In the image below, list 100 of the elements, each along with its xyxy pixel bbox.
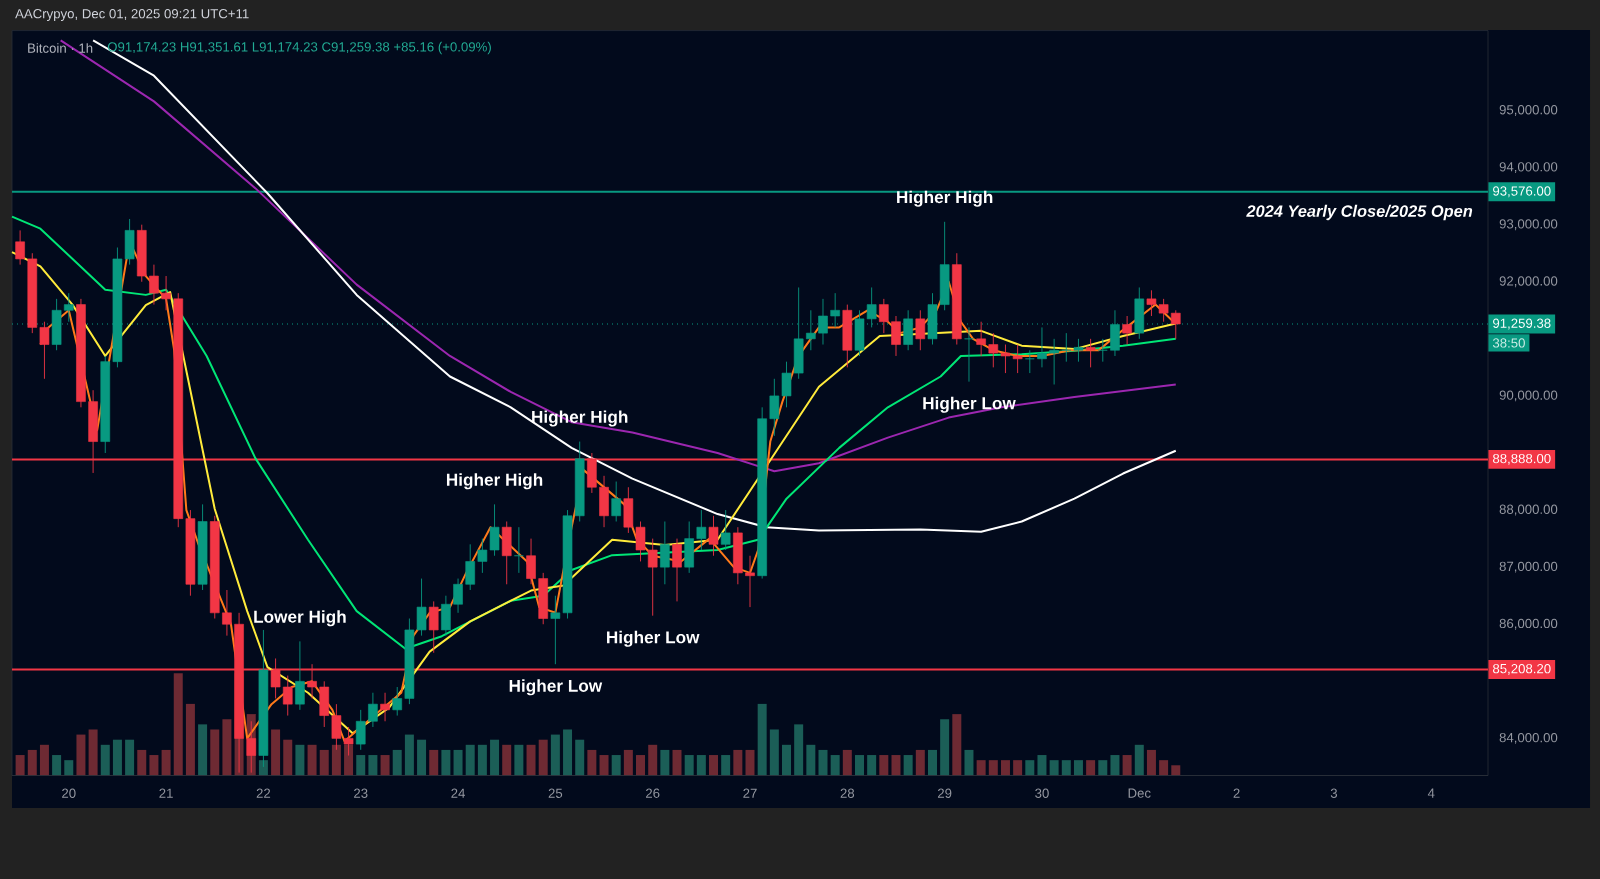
y-tick-label: 93,000.00 bbox=[1499, 219, 1558, 231]
bar bbox=[1159, 760, 1169, 776]
bar bbox=[818, 749, 828, 776]
candlestick bbox=[611, 481, 621, 522]
candlestick bbox=[526, 538, 536, 585]
bar bbox=[198, 724, 208, 776]
x-tick-label: 21 bbox=[159, 788, 173, 798]
bar bbox=[1073, 760, 1083, 776]
y-tick-label: 87,000.00 bbox=[1499, 561, 1558, 573]
bar bbox=[502, 744, 512, 776]
y-tick-label: 84,000.00 bbox=[1499, 732, 1558, 744]
ref-line-label: 88,888.00 bbox=[1492, 453, 1551, 465]
candlestick bbox=[879, 298, 889, 334]
x-tick-label: 28 bbox=[840, 788, 855, 798]
bar bbox=[368, 755, 378, 776]
bar bbox=[39, 744, 49, 776]
bar bbox=[429, 749, 439, 776]
bar bbox=[514, 744, 524, 776]
x-tick-label: 26 bbox=[646, 788, 660, 798]
bar bbox=[599, 755, 609, 776]
bar bbox=[733, 749, 743, 776]
bar bbox=[964, 749, 974, 776]
bar bbox=[587, 749, 597, 776]
bar bbox=[1110, 755, 1120, 776]
y-tick-label: 88,000.00 bbox=[1499, 504, 1558, 516]
bar bbox=[1037, 755, 1047, 776]
bar bbox=[769, 729, 779, 776]
candlestick bbox=[514, 526, 524, 574]
bar bbox=[940, 719, 950, 776]
text: 38:50 bbox=[1492, 338, 1525, 348]
x-tick-label: 20 bbox=[62, 788, 76, 798]
bar bbox=[137, 749, 147, 776]
candlestick bbox=[866, 287, 877, 328]
bar bbox=[185, 703, 195, 776]
text: AACrypyo, Dec 01, 2025 09:21 UTC+11 bbox=[15, 9, 249, 21]
bar bbox=[842, 749, 852, 776]
bar bbox=[100, 744, 110, 776]
candlestick bbox=[781, 361, 792, 408]
candlestick bbox=[660, 521, 670, 585]
bar bbox=[709, 755, 719, 776]
bar bbox=[490, 739, 500, 776]
bar bbox=[417, 739, 427, 776]
x-tick-label: 24 bbox=[451, 788, 466, 798]
bar bbox=[575, 739, 585, 776]
x-tick-label: 23 bbox=[354, 788, 368, 798]
bar bbox=[331, 744, 341, 776]
bar bbox=[1134, 744, 1144, 776]
candlestick bbox=[672, 538, 682, 602]
candlestick bbox=[63, 292, 74, 323]
candlestick bbox=[708, 515, 719, 557]
bar bbox=[27, 749, 37, 776]
candlestick bbox=[161, 275, 171, 311]
candlestick bbox=[453, 578, 463, 614]
candlestick bbox=[392, 686, 403, 717]
bar bbox=[636, 755, 646, 776]
bar bbox=[307, 744, 317, 776]
bar bbox=[1000, 760, 1010, 776]
bar bbox=[684, 755, 694, 776]
bar bbox=[976, 760, 986, 776]
bar bbox=[867, 755, 877, 776]
bar bbox=[1086, 760, 1096, 776]
candlestick bbox=[696, 509, 707, 551]
bar bbox=[392, 749, 402, 776]
bar bbox=[465, 744, 475, 776]
bar bbox=[173, 673, 183, 776]
bar bbox=[64, 760, 74, 776]
bar bbox=[891, 755, 901, 776]
bar bbox=[660, 749, 670, 776]
bar bbox=[76, 734, 86, 776]
bar bbox=[1171, 765, 1181, 776]
bar bbox=[952, 714, 962, 776]
bar bbox=[404, 734, 414, 776]
bar bbox=[453, 749, 463, 776]
candlestick bbox=[976, 321, 986, 357]
bar bbox=[380, 755, 390, 776]
line-series bbox=[11, 215, 1177, 650]
annotation: Higher Low bbox=[509, 679, 603, 696]
candlestick bbox=[282, 675, 293, 717]
candlestick bbox=[891, 315, 901, 357]
bar bbox=[1025, 760, 1035, 776]
bar bbox=[757, 703, 767, 776]
x-tick-label: 27 bbox=[743, 788, 757, 798]
x-tick-label: 30 bbox=[1035, 788, 1049, 798]
bar bbox=[319, 749, 329, 776]
text: Bitcoin · 1h bbox=[28, 43, 93, 53]
candlestick bbox=[355, 709, 366, 751]
y-tick-label: 90,000.00 bbox=[1499, 390, 1558, 402]
candlestick bbox=[1061, 332, 1072, 363]
candlestick bbox=[1049, 338, 1059, 385]
bar bbox=[161, 749, 171, 776]
annotation: Higher Low bbox=[923, 396, 1016, 413]
candlestick bbox=[720, 509, 731, 551]
y-tick-label: 95,000.00 bbox=[1499, 105, 1558, 116]
candlestick bbox=[1085, 338, 1096, 368]
candlestick bbox=[769, 378, 780, 437]
candlestick bbox=[1037, 326, 1047, 368]
bar bbox=[441, 749, 451, 776]
annotation: Higher High bbox=[446, 473, 543, 490]
bar bbox=[806, 744, 816, 776]
bar bbox=[1122, 755, 1132, 776]
